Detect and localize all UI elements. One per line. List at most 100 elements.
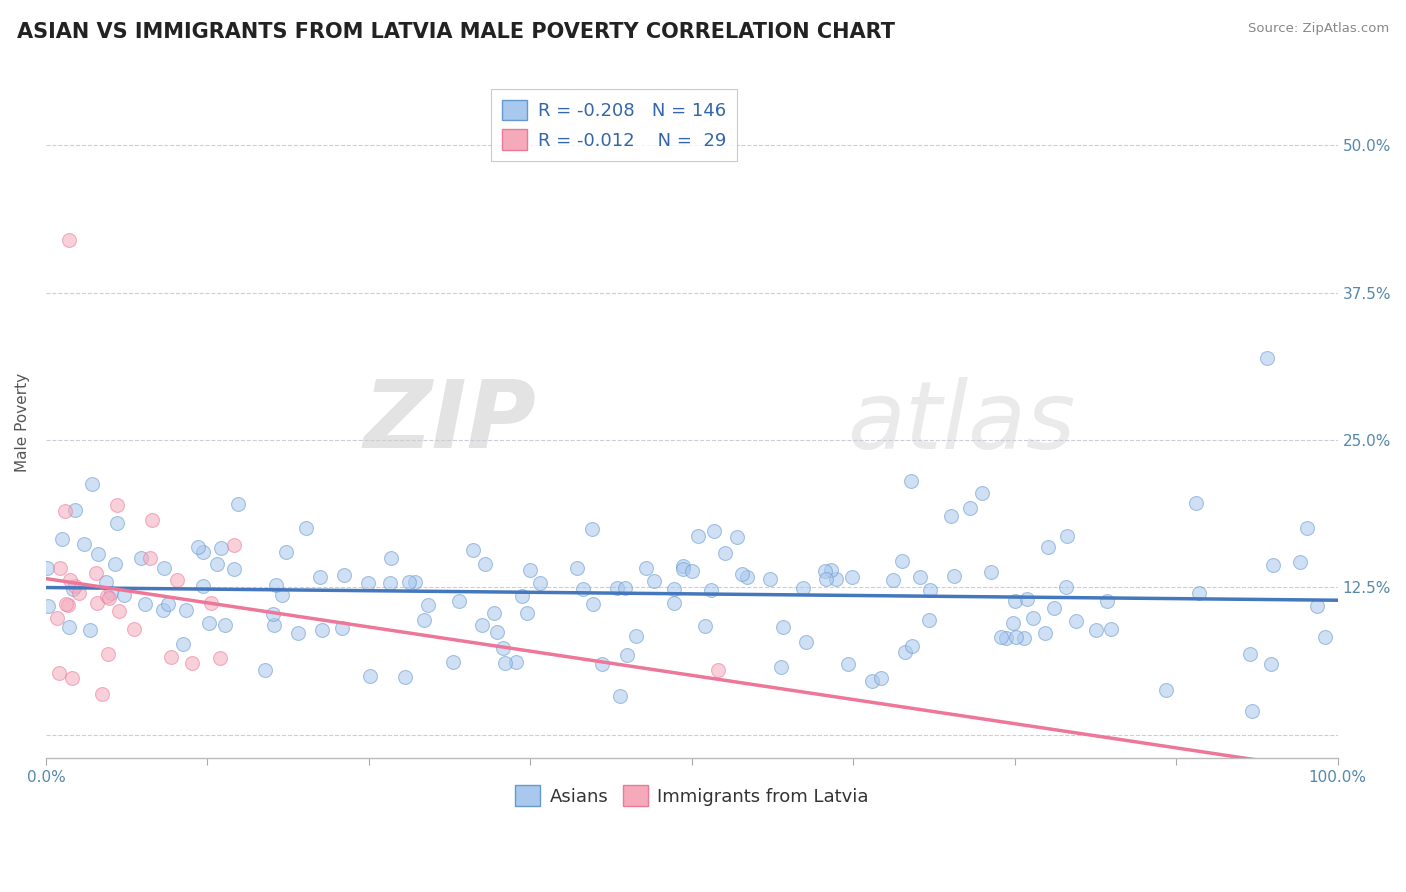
Point xyxy=(55,598,77,612)
Point xyxy=(254,663,277,677)
Legend: Asians, Immigrants from Latvia: Asians, Immigrants from Latvia xyxy=(508,778,876,814)
Point xyxy=(209,541,232,555)
Point xyxy=(63,579,86,593)
Point xyxy=(46,611,69,625)
Point xyxy=(492,640,515,655)
Point xyxy=(1035,626,1057,640)
Point xyxy=(1021,611,1043,625)
Point xyxy=(1306,599,1329,613)
Point xyxy=(1056,529,1078,543)
Point xyxy=(1036,540,1059,554)
Point xyxy=(860,674,883,689)
Point xyxy=(141,513,163,527)
Point xyxy=(624,629,647,643)
Point xyxy=(486,625,509,640)
Point xyxy=(1239,647,1261,661)
Point xyxy=(134,598,156,612)
Point xyxy=(1256,351,1278,365)
Point xyxy=(263,618,285,632)
Point xyxy=(1261,558,1284,573)
Point xyxy=(908,569,931,583)
Point xyxy=(494,656,516,670)
Point xyxy=(1042,601,1064,615)
Point xyxy=(357,575,380,590)
Point xyxy=(1185,496,1208,510)
Point xyxy=(209,651,232,665)
Point xyxy=(463,542,485,557)
Point xyxy=(918,613,941,627)
Point xyxy=(56,599,79,613)
Point xyxy=(51,532,73,546)
Point xyxy=(287,626,309,640)
Point xyxy=(157,597,180,611)
Point xyxy=(1004,593,1026,607)
Point xyxy=(62,582,84,596)
Point xyxy=(1012,631,1035,645)
Point xyxy=(112,588,135,602)
Point xyxy=(505,655,527,669)
Point xyxy=(820,563,842,577)
Point xyxy=(471,617,494,632)
Point xyxy=(725,530,748,544)
Point xyxy=(735,570,758,584)
Point xyxy=(404,574,426,589)
Point xyxy=(181,656,204,670)
Point xyxy=(96,574,118,589)
Text: atlas: atlas xyxy=(846,376,1076,467)
Point xyxy=(160,650,183,665)
Point xyxy=(104,557,127,571)
Point xyxy=(634,561,657,575)
Point xyxy=(882,573,904,587)
Y-axis label: Male Poverty: Male Poverty xyxy=(15,373,30,472)
Point xyxy=(91,687,114,701)
Point xyxy=(198,616,221,631)
Point xyxy=(572,582,595,597)
Point xyxy=(122,622,145,636)
Text: ZIP: ZIP xyxy=(364,376,537,468)
Point xyxy=(193,544,215,558)
Point xyxy=(529,575,551,590)
Point xyxy=(581,521,603,535)
Point xyxy=(980,566,1002,580)
Point xyxy=(96,589,118,603)
Point xyxy=(108,604,131,618)
Point xyxy=(614,582,637,596)
Point xyxy=(609,690,631,704)
Point xyxy=(172,638,194,652)
Point xyxy=(276,545,298,559)
Point xyxy=(262,607,284,621)
Point xyxy=(1084,624,1107,638)
Point xyxy=(105,516,128,531)
Point xyxy=(152,603,174,617)
Point xyxy=(187,541,209,555)
Point xyxy=(672,562,695,576)
Point xyxy=(1260,657,1282,671)
Point xyxy=(360,669,382,683)
Point xyxy=(97,647,120,661)
Point xyxy=(311,623,333,637)
Point xyxy=(841,569,863,583)
Point xyxy=(1054,580,1077,594)
Point xyxy=(1005,631,1028,645)
Point xyxy=(759,572,782,586)
Point xyxy=(266,578,288,592)
Point xyxy=(270,589,292,603)
Point xyxy=(129,550,152,565)
Point xyxy=(59,573,82,587)
Point xyxy=(394,670,416,684)
Point xyxy=(1002,615,1025,630)
Point xyxy=(87,547,110,561)
Point xyxy=(972,486,994,500)
Point xyxy=(49,560,72,574)
Point xyxy=(82,476,104,491)
Point xyxy=(894,645,917,659)
Point xyxy=(484,606,506,620)
Point xyxy=(1313,630,1336,644)
Point xyxy=(1154,682,1177,697)
Point xyxy=(37,599,59,614)
Point xyxy=(616,648,638,663)
Point xyxy=(37,561,59,575)
Point xyxy=(153,561,176,575)
Point xyxy=(706,663,728,677)
Point xyxy=(662,582,685,596)
